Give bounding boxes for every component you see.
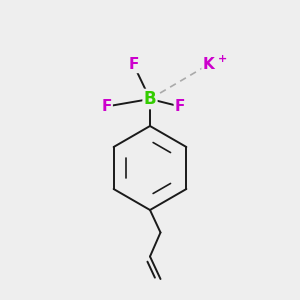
Text: F: F xyxy=(128,57,139,72)
Text: F: F xyxy=(175,99,185,114)
Text: B: B xyxy=(144,90,156,108)
Text: K: K xyxy=(202,57,214,72)
Text: +: + xyxy=(218,54,227,64)
Text: F: F xyxy=(101,99,112,114)
